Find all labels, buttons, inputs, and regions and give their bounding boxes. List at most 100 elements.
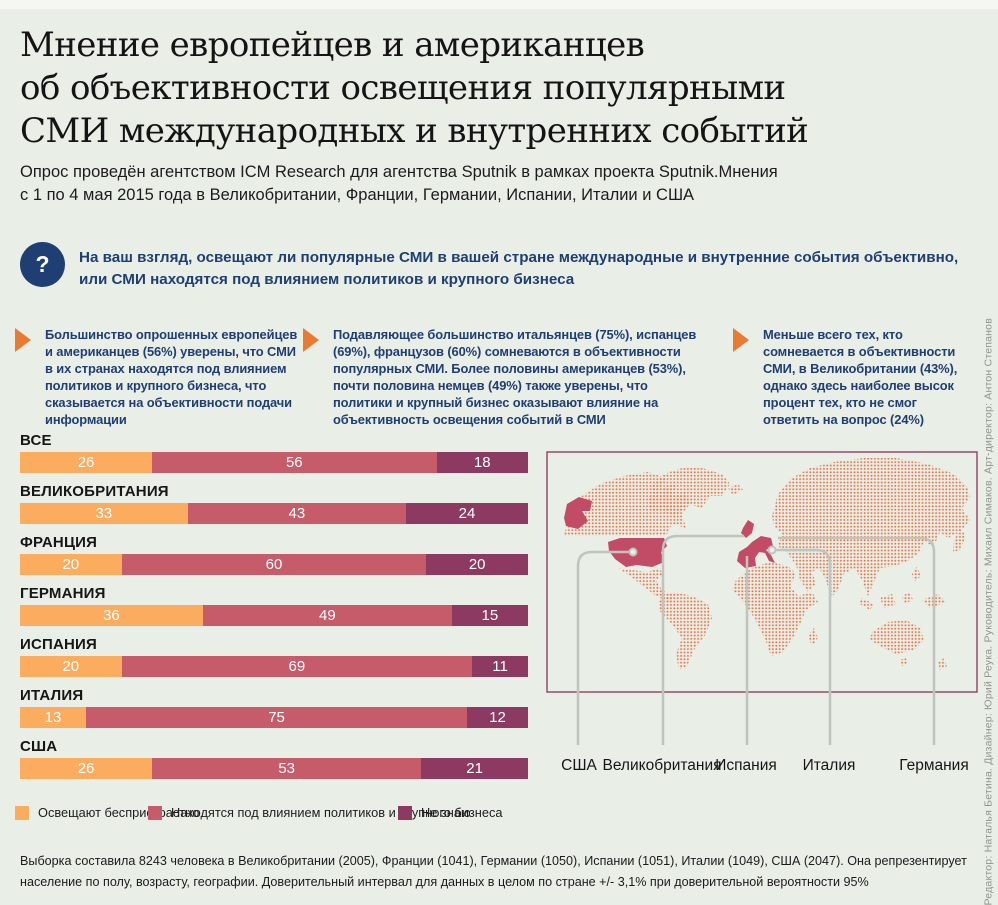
legend: Освещают беспристрастно Находятся под вли… [0,805,998,823]
legend-label: Находятся под влиянием политиков и крупн… [171,805,503,820]
callout-dot-italy [767,545,777,555]
continents-dotted [564,458,970,670]
bar-segment: 75 [86,707,468,728]
key-finding-2: Подавляющее большинство итальянцев (75%)… [303,326,707,428]
question-mark-glyph: ? [35,251,50,277]
bar-segment: 43 [187,503,407,524]
central-america [618,568,674,602]
bar-segment: 26 [20,758,153,779]
title-line: Мнение европейцев и американцев [20,25,645,65]
australia [870,620,924,654]
bar-segment: 26 [20,452,153,473]
madagascar [808,628,818,646]
south-america [658,592,712,670]
title-line: СМИ международных и внутренних событий [20,111,809,151]
bar-chart: ВСЕ 26 56 18 ВЕЛИКОБРИТАНИЯ 33 43 24 ФРАНЦИЯ 20 60… [20,431,528,788]
legend-swatch [148,805,162,820]
callout-usa [576,550,633,745]
survey-subtitle: Опрос проведён агентством ICM Research д… [20,161,960,207]
uk-highlight [741,520,754,538]
sulawesi [902,592,913,604]
map-label-italy: Италия [802,757,856,774]
stacked-bar: 33 43 24 [20,503,528,524]
subtitle-line: Опрос проведён агентством ICM Research д… [20,163,778,181]
stacked-bar: 26 56 18 [20,452,528,473]
bar-segment: 60 [121,554,427,575]
stacked-bar: 20 69 11 [20,656,528,677]
philippines [912,566,921,582]
alaska-highlight [564,497,592,529]
key-finding-text: Меньше всего тех, кто сомневается в объе… [763,327,958,427]
methodology-note: Выборка составила 8243 человека в Велико… [20,854,967,889]
bar-segment: 49 [202,605,452,626]
arrow-right-icon [15,328,31,352]
bar-segment: 36 [20,605,203,626]
legend-item: Не знаю [398,805,471,820]
stacked-bar: 26 53 21 [20,758,528,779]
world-map [546,451,978,745]
chart-row: ФРАНЦИЯ 20 60 20 [20,533,528,575]
eurasia [772,458,970,598]
subtitle-line: с 1 по 4 мая 2015 года в Великобритании,… [20,186,695,204]
sumatra [858,598,874,610]
canada [564,472,690,536]
page-title: Мнение европейцев и американцев об объек… [20,24,978,153]
survey-question: На ваш взгляд, освещают ли популярные СМ… [79,249,959,288]
bar-segment: 11 [472,656,528,677]
borneo [880,594,896,608]
legend-label: Не знаю [421,805,471,820]
bar-segment: 24 [406,503,528,524]
chart-row-label: ИСПАНИЯ [20,636,98,653]
bar-segment: 18 [436,452,528,473]
tasmania [900,658,908,666]
map-label-germany: Германия [899,757,969,774]
callout-italy [772,548,832,745]
callout-germany [778,536,936,745]
map-border [546,451,978,693]
map-label-uk: Великобритания [602,757,722,774]
key-finding-text: Большинство опрошенных европейцев и амер… [45,327,298,427]
usa-highlight [608,538,667,567]
key-finding-3: Меньше всего тех, кто сомневается в объе… [733,326,971,428]
top-strip [0,0,998,9]
bar-segment: 20 [20,554,122,575]
bar-segment: 12 [467,707,528,728]
africa [732,562,818,656]
chart-row: ВЕЛИКОБРИТАНИЯ 33 43 24 [20,482,528,524]
new-zealand [938,658,947,670]
bar-segment: 69 [121,656,473,677]
bar-segment: 13 [20,707,87,728]
bar-segment: 33 [20,503,188,524]
map-label-usa: США [561,757,597,774]
map-label-spain: Испания [715,757,777,774]
chart-row-label: США [20,738,58,755]
bar-segment: 21 [421,758,528,779]
bar-segment: 20 [20,656,122,677]
stacked-bar: 36 49 15 [20,605,528,626]
chart-row-label: ВЕЛИКОБРИТАНИЯ [20,483,169,500]
title-line: об объективности освещения популярными [20,68,786,108]
question-mark-icon: ? [20,242,65,287]
key-finding-text: Подавляющее большинство итальянцев (75%)… [333,327,697,427]
arrow-right-icon [303,328,319,352]
bar-segment: 15 [451,605,528,626]
chart-row-label: ИТАЛИЯ [20,687,84,704]
chart-row: США 26 53 21 [20,737,528,779]
chart-row: ИТАЛИЯ 13 75 12 [20,686,528,728]
bar-segment: 53 [152,758,422,779]
key-finding-1: Большинство опрошенных европейцев и амер… [15,326,303,428]
legend-swatch [15,805,29,820]
legend-item: Находятся под влиянием политиков и крупн… [148,805,502,820]
stacked-bar: 13 75 12 [20,707,528,728]
chart-row: ВСЕ 26 56 18 [20,431,528,473]
credits-vertical-text: Редактор: Наталья Бетина. Дизайнер: Юрий… [982,318,994,905]
chart-row: ГЕРМАНИЯ 36 49 15 [20,584,528,626]
callout-uk [661,534,744,745]
callout-dot-usa [628,547,638,557]
chart-row-label: ВСЕ [20,432,52,449]
legend-swatch [398,805,412,820]
chart-row-label: ГЕРМАНИЯ [20,585,106,602]
iceland [728,484,743,495]
arrow-right-icon [733,328,749,352]
chart-row: ИСПАНИЯ 20 69 11 [20,635,528,677]
